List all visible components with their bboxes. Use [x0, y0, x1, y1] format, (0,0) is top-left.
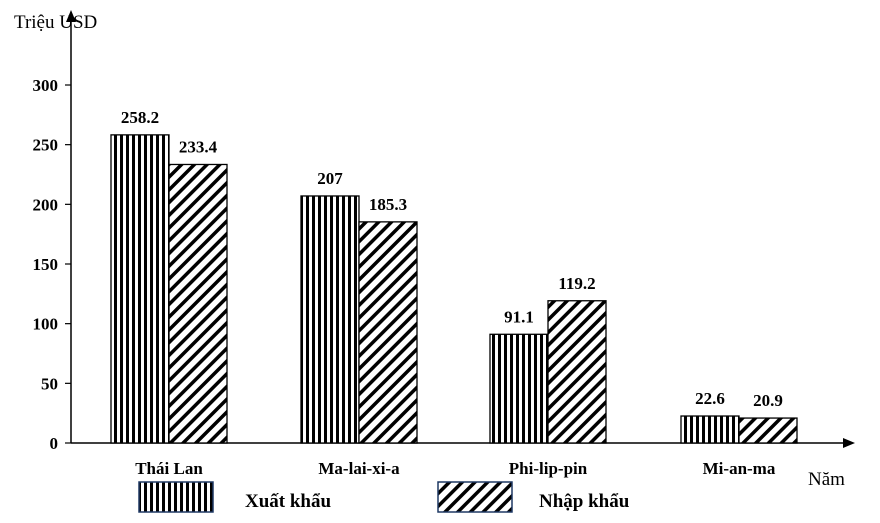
y-tick-label: 50 [41, 374, 58, 393]
bar [168, 163, 228, 444]
category-label: Ma-lai-xi-a [318, 459, 400, 478]
data-label: 185.3 [369, 195, 407, 214]
bar [547, 300, 607, 444]
data-label: 22.6 [695, 389, 725, 408]
bar [738, 417, 798, 444]
legend-label: Xuất khẩu [245, 491, 331, 512]
bar [680, 415, 740, 444]
bar [300, 195, 360, 444]
legend-swatch [138, 481, 214, 513]
y-tick-label: 100 [33, 315, 59, 334]
bar [110, 134, 170, 444]
data-label: 258.2 [121, 108, 159, 127]
bar [489, 333, 549, 444]
category-label: Phi-lip-pin [509, 459, 588, 478]
data-label: 20.9 [753, 391, 783, 410]
bar [358, 221, 418, 444]
legend-label: Nhập khẩu [539, 491, 630, 512]
y-tick-label: 200 [33, 195, 59, 214]
y-tick-label: 250 [33, 136, 59, 155]
y-axis-arrow [66, 10, 76, 22]
data-label: 91.1 [504, 307, 534, 326]
data-label: 119.2 [558, 274, 595, 293]
category-label: Mi-an-ma [703, 459, 776, 478]
y-tick-label: 300 [33, 76, 59, 95]
x-axis-title: Năm [808, 469, 845, 490]
data-label: 233.4 [179, 137, 218, 156]
x-axis-arrow [843, 438, 855, 448]
y-tick-label: 0 [50, 434, 59, 453]
data-label: 207 [317, 169, 343, 188]
category-label: Thái Lan [135, 459, 203, 478]
legend-swatch [437, 481, 513, 513]
y-axis-title: Triệu USD [14, 12, 97, 33]
y-tick-label: 150 [33, 255, 59, 274]
